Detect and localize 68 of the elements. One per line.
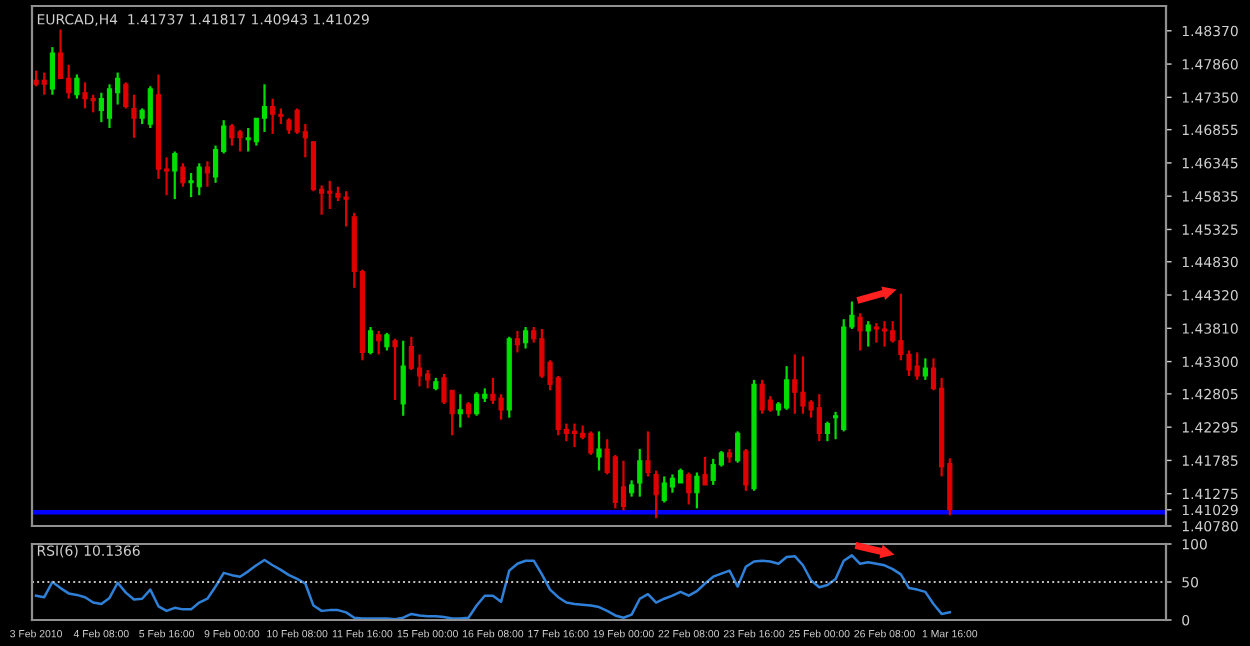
candlestick	[400, 339, 406, 417]
candlestick	[922, 357, 928, 381]
candlestick	[474, 391, 480, 417]
candlestick	[710, 457, 716, 487]
candlestick	[588, 430, 594, 456]
candlestick	[204, 160, 210, 188]
candlestick	[106, 83, 113, 130]
candlestick	[726, 447, 733, 464]
candlestick	[792, 353, 798, 415]
candlestick	[743, 447, 749, 492]
candlestick	[816, 393, 822, 443]
candlestick	[49, 45, 55, 96]
candlestick	[694, 471, 700, 510]
candlestick	[881, 320, 888, 348]
candlestick	[857, 312, 863, 352]
candlestick	[824, 420, 831, 443]
candlestick	[873, 321, 879, 344]
candlestick	[147, 85, 153, 130]
candlestick	[498, 393, 504, 421]
candlestick	[294, 107, 300, 135]
candlestick	[425, 368, 431, 390]
candlestick	[367, 325, 374, 356]
candlestick	[237, 128, 243, 153]
candlestick	[914, 351, 920, 381]
candlestick	[571, 422, 578, 449]
candlestick	[522, 325, 529, 350]
candlestick	[41, 71, 47, 96]
candlestick	[653, 469, 659, 520]
candlestick	[310, 140, 317, 193]
candlestick	[784, 365, 790, 411]
candlestick	[261, 83, 268, 134]
candlestick	[669, 473, 676, 494]
candlestick	[172, 150, 178, 201]
candlestick	[800, 355, 806, 415]
candlestick	[123, 81, 129, 110]
candlestick	[270, 97, 276, 135]
candlestick	[376, 329, 382, 356]
candlestick	[245, 126, 251, 153]
candlestick	[514, 329, 521, 354]
candlestick	[408, 335, 414, 372]
candlestick	[612, 453, 618, 510]
candlestick	[343, 190, 349, 228]
candlestick	[661, 475, 667, 504]
candlestick	[596, 430, 602, 472]
candlestick	[180, 162, 186, 188]
candlestick	[327, 179, 333, 211]
line-series	[34, 554, 952, 620]
candlestick	[441, 372, 447, 406]
candlestick	[82, 81, 88, 110]
candlestick	[457, 393, 463, 429]
candlestick	[539, 327, 545, 379]
candlestick	[865, 320, 871, 348]
candlestick	[637, 447, 643, 498]
candlestick	[620, 459, 627, 512]
candlestick	[188, 171, 194, 199]
candlestick	[131, 93, 137, 139]
candlestick	[759, 378, 765, 415]
candlestick	[74, 73, 80, 100]
candlestick	[392, 337, 398, 402]
candlestick	[686, 471, 692, 506]
candlestick	[645, 430, 651, 478]
candlestick	[98, 91, 104, 124]
candlestick	[229, 122, 235, 147]
candlestick	[416, 353, 423, 388]
candlestick	[702, 455, 708, 487]
candlestick	[196, 162, 202, 197]
candlestick	[490, 376, 496, 406]
candlestick	[735, 430, 741, 464]
